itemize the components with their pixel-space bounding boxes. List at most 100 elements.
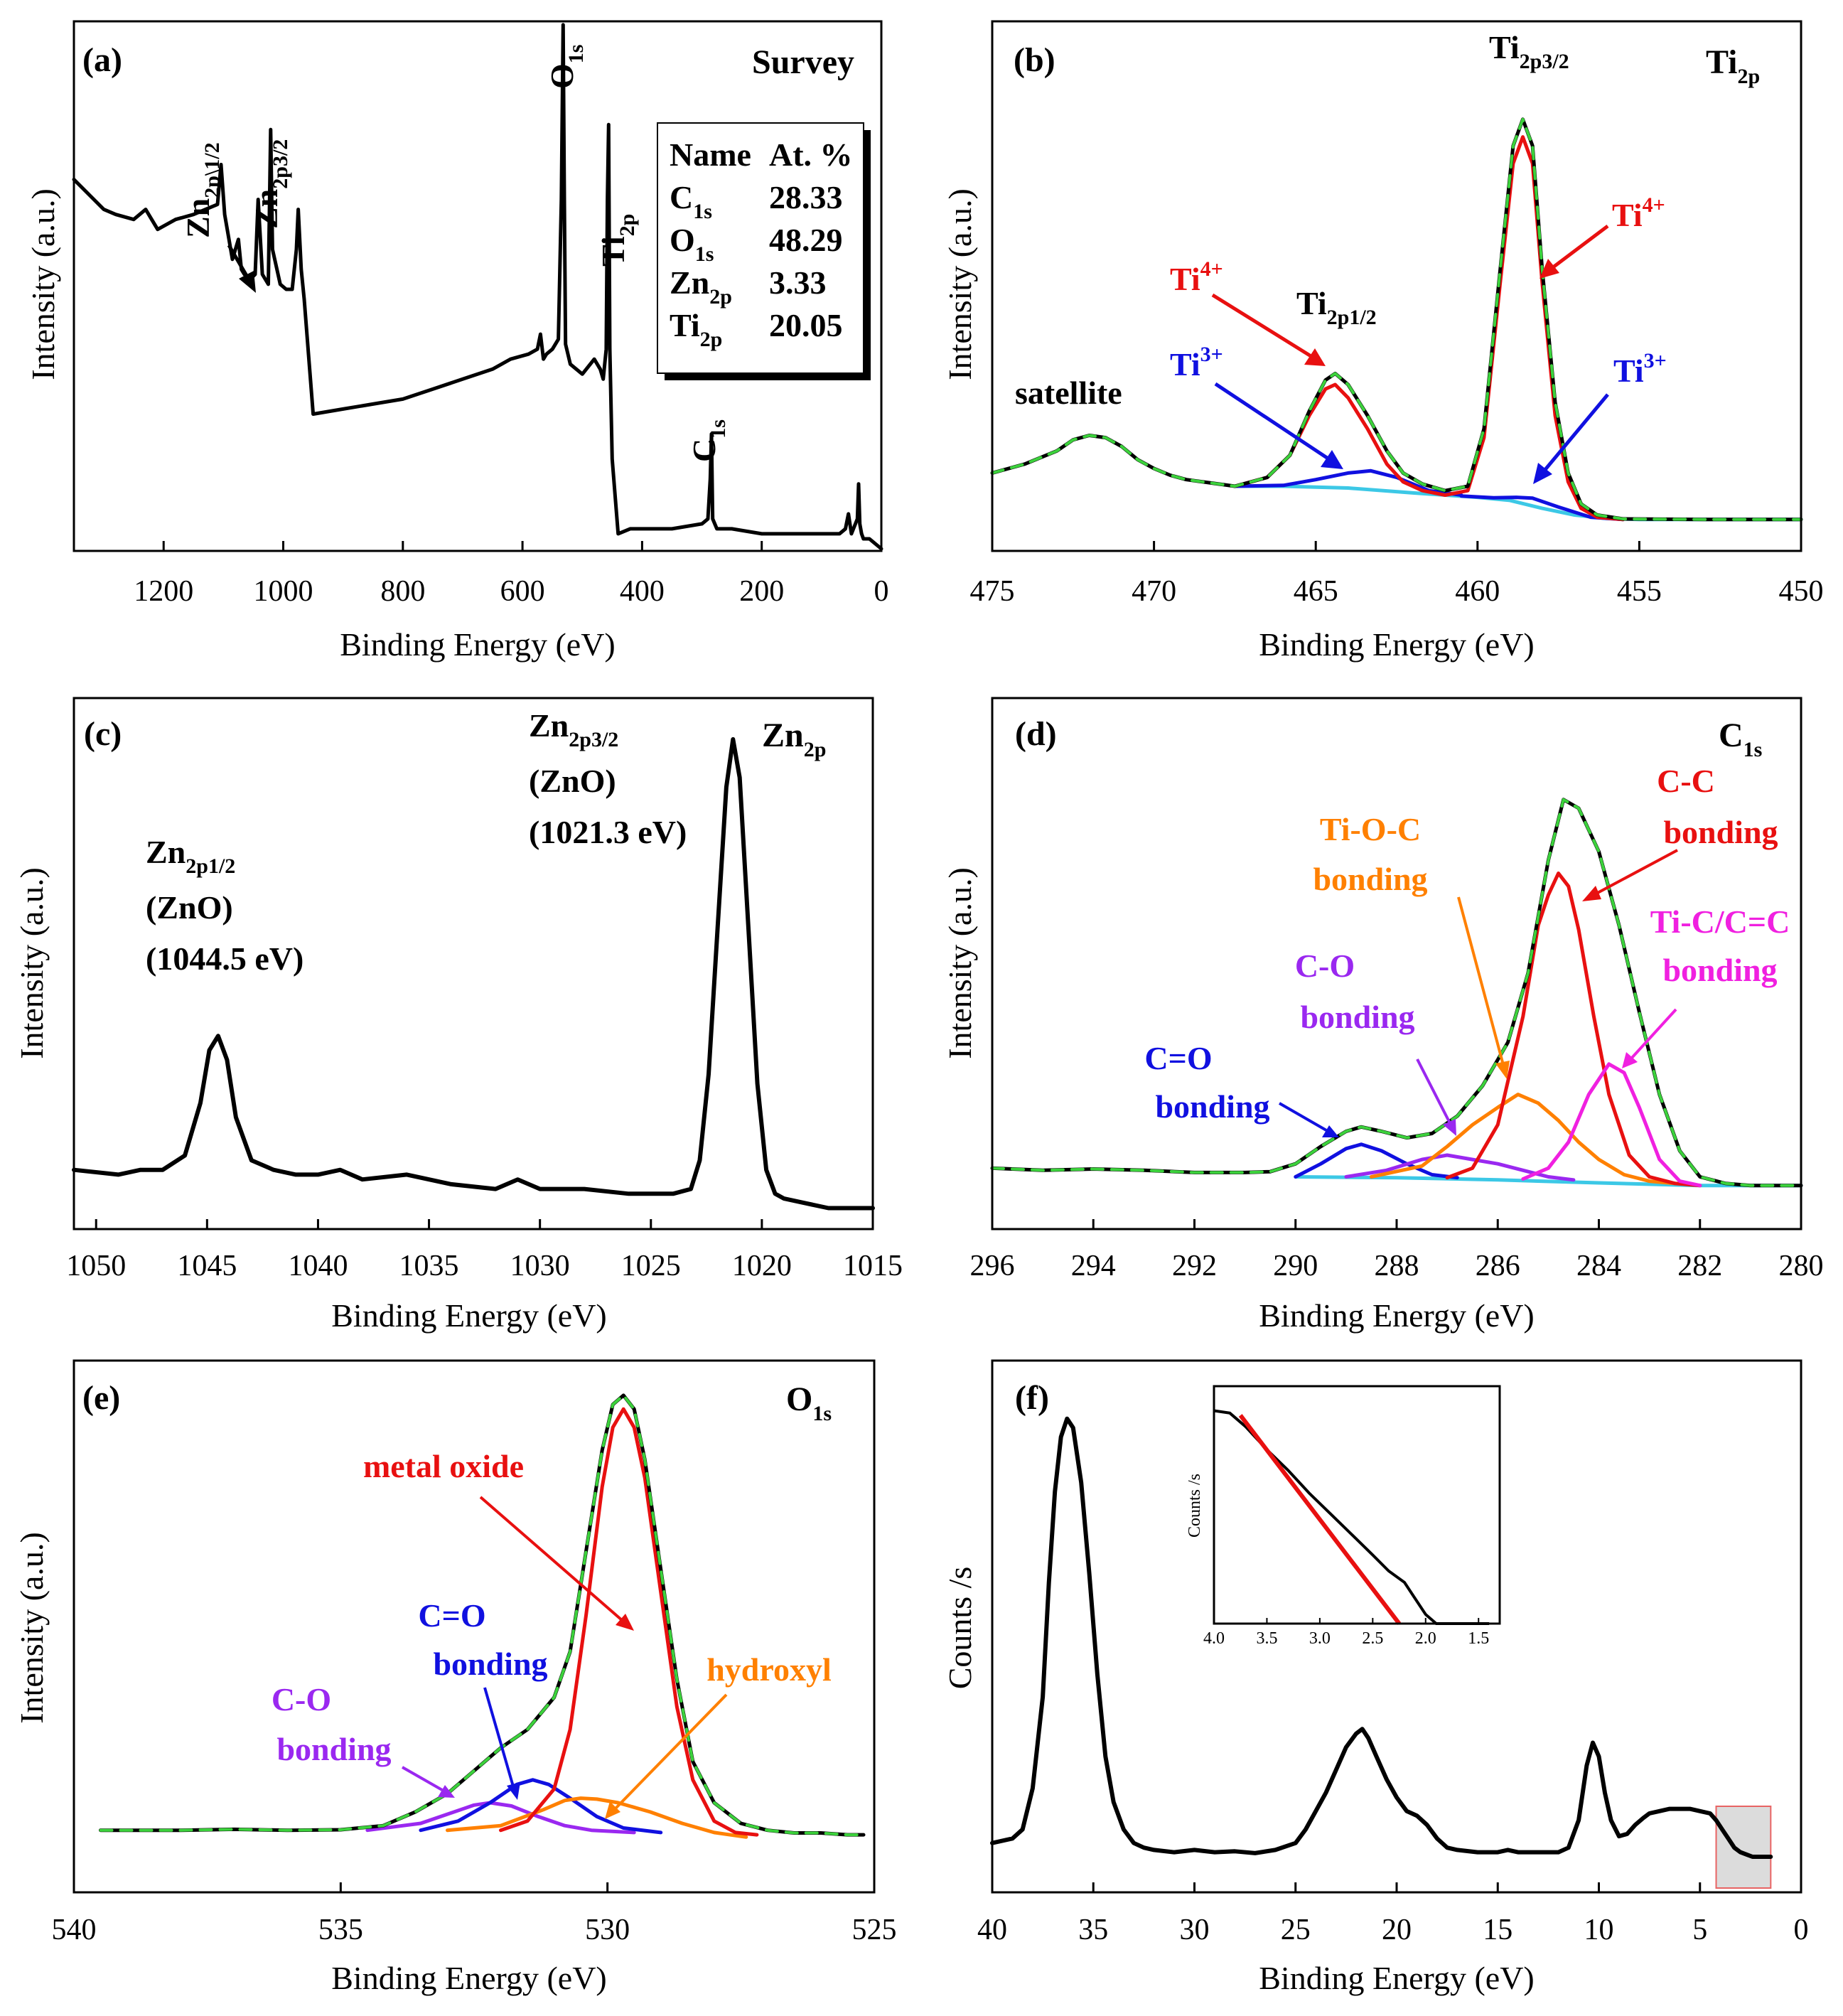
x-tick-label: 1040 [288,1250,348,1282]
panel-d-arrowhead-tioc [1495,1061,1510,1079]
panel-c-title: Zn2p [762,717,826,761]
svg-text:Zn2p\1/2: Zn2p\1/2 [180,142,224,238]
panel-e-arrow-ceqo [483,1687,515,1787]
series-line-hydroxyl [446,1796,748,1839]
series-line-background [1294,1175,1803,1188]
series-line-fit [991,117,1802,521]
svg-text:C1s: C1s [686,419,730,462]
panel-e-label-co-1: C-O [272,1681,331,1717]
x-tick-label: 20 [1382,1914,1412,1946]
panel-b-label-ti4-left: Ti4+ [1170,257,1223,297]
panel-b-arrow-ti4-left [1211,293,1313,359]
inset-frame [1213,1385,1501,1625]
table-row-element: C1s [670,179,712,223]
panel-a-c-sub: 1s [706,419,730,439]
series-line-ti3-2p3-2- [1459,494,1626,522]
x-tick-label: 1035 [399,1250,459,1282]
panel-a-arrow-zn [227,244,251,281]
panel-f-label: (f) [1015,1379,1049,1417]
x-tick-label: 25 [1281,1914,1311,1946]
panel-b-arrowhead-ti3-left [1321,450,1343,469]
x-tick-label: 294 [1071,1250,1116,1282]
series-line-metal-oxide [499,1407,759,1837]
panel-b-arrow-ti4-right [1552,225,1609,269]
x-tick-label: 535 [318,1914,363,1946]
panel-e-x-ticks: 540 535 530 525 [52,1882,897,1946]
x-tick-label: 1020 [732,1250,792,1282]
panel-a-x-ticks: 1200 1000 800 600 400 200 0 [134,541,889,608]
inset-x-ticks: 4.0 3.5 3.0 2.5 2.0 1.5 [1203,1618,1489,1648]
x-tick-label: 1050 [66,1250,126,1282]
panel-c-label-zn2p32-line2: (1021.3 eV) [529,814,687,850]
panel-b-label: (b) [1014,41,1055,79]
panel-b-arrowhead-ti4-right [1540,259,1559,279]
panel-a-zn2-text: Zn [248,189,284,229]
x-tick-label: 292 [1172,1250,1217,1282]
table-row-element: Ti2p [670,307,722,351]
panel-d-arrow-cc [1594,849,1678,896]
x-tick-label: 1025 [621,1250,681,1282]
panel-a-ti-text: Ti [595,236,631,267]
series-line-c-c-bonding [1445,872,1702,1188]
panel-b-label-ti2p12: Ti2p1/2 [1296,285,1377,329]
inset-tick-label: 3.5 [1256,1629,1277,1648]
x-tick-label: 0 [1794,1914,1809,1946]
x-tick-label: 450 [1779,575,1824,608]
panel-e-label-hydroxyl: hydroxyl [706,1651,832,1688]
panel-f-x-ticks: 40 35 30 25 20 15 10 5 0 [977,1882,1809,1946]
panel-a-curves [72,23,883,551]
x-tick-label: 40 [977,1914,1007,1946]
panel-b-label-satellite: satellite [1015,375,1122,411]
panel-d-label-co-2: bonding [1300,999,1414,1035]
panel-c-label: (c) [84,715,122,753]
panel-d-x-ticks: 296 294 292 290 288 286 284 282 280 [970,1219,1824,1282]
panel-b-label-ti3-right: Ti3+ [1613,349,1667,389]
x-tick-label: 800 [380,575,425,608]
inset-tick-label: 2.5 [1362,1629,1383,1648]
panel-b-arrow-ti3-left [1214,382,1331,461]
panel-a-zn2-sub: 2p3/2 [269,139,292,189]
panel-a-zn1-sub: 2p\1/2 [200,142,224,198]
panel-c-label-zn2p12-line1: (ZnO) [146,889,233,926]
panel-a-label-zn-2p32: Zn2p3/2 [248,139,292,229]
x-tick-label: 530 [585,1914,630,1946]
panel-a-frame [72,20,883,552]
table-row-value: 28.33 [769,179,843,215]
table-row-value: 3.33 [769,264,827,301]
x-tick-label: 475 [970,575,1015,608]
panel-d-arrow-tic [1630,1008,1677,1059]
svg-text:Ti2p: Ti2p [595,214,639,267]
panel-b-curves [990,117,1803,522]
panel-c-zn2p: 1050 1045 1040 1035 1030 1025 1020 1015 (c) Zn2… [14,697,903,1334]
table-row-element: O1s [670,222,714,266]
panel-b-arrowhead-ti4-left [1304,348,1326,366]
panel-e-arrowhead-metal-oxide [616,1614,634,1631]
panel-d-arrow-tioc [1457,896,1505,1066]
panel-d-ylabel: Intensity (a.u.) [942,867,978,1059]
x-tick-label: 30 [1180,1914,1210,1946]
panel-d-label-tioc-1: Ti-O-C [1320,811,1421,847]
x-tick-label: 1015 [843,1250,903,1282]
panel-d-arrowhead-ceqo [1322,1125,1339,1137]
panel-a-title: Survey [752,43,854,81]
panel-e-arrowhead-ceqo [507,1782,520,1800]
panel-e-arrowhead-co [438,1785,455,1798]
panel-c-label-zn2p12: Zn2p1/2 [146,834,235,878]
panel-a-label-o1s: O1s [544,45,588,89]
panel-b-frame [991,20,1802,552]
panel-f-ylabel: Counts /s [942,1567,978,1690]
panel-a-ylabel: Intensity (a.u.) [25,188,61,380]
table-header-name: Name [670,136,751,173]
panel-e-title: O1s [786,1380,832,1425]
panel-e-label: (e) [82,1379,120,1417]
x-tick-label: 1030 [510,1250,570,1282]
series-line-c-o-bonding [1294,1142,1459,1180]
composition-table-box [657,122,864,374]
panel-e-frame [72,1359,876,1894]
inset-background [1214,1386,1500,1624]
panel-d-arrowhead-co [1443,1119,1456,1136]
panel-e-label-ceqo-2: bonding [433,1646,547,1682]
panel-d-xlabel: Binding Energy (eV) [1259,1297,1535,1334]
x-tick-label: 600 [500,575,545,608]
x-tick-label: 200 [739,575,784,608]
